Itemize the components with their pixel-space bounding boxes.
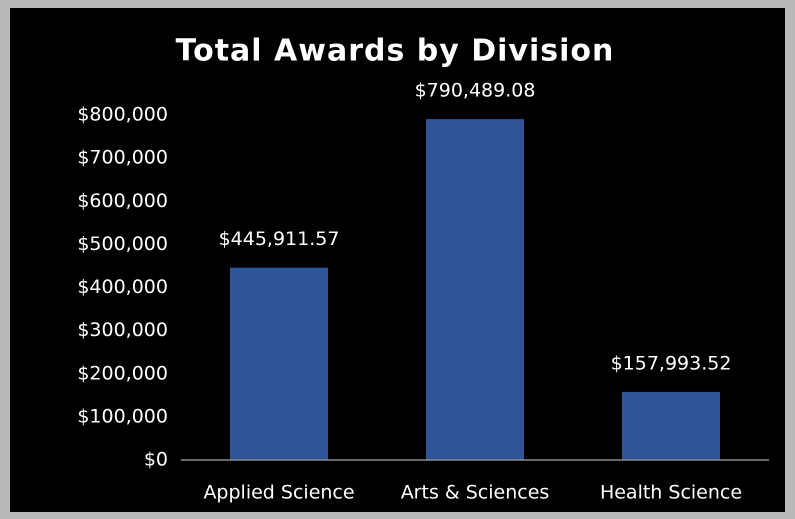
value-label: $790,489.08 xyxy=(415,80,536,102)
x-tick-label: Arts & Sciences xyxy=(401,482,550,504)
y-tick-label: $300,000 xyxy=(77,319,168,341)
bar xyxy=(426,119,524,460)
y-tick-label: $0 xyxy=(144,449,168,471)
chart-title: Total Awards by Division xyxy=(176,34,615,69)
y-tick-label: $200,000 xyxy=(77,362,168,384)
value-label: $445,911.57 xyxy=(219,228,340,250)
x-tick-label: Health Science xyxy=(600,482,742,504)
y-tick-label: $600,000 xyxy=(77,190,168,212)
y-tick-label: $800,000 xyxy=(77,104,168,126)
value-label: $157,993.52 xyxy=(611,352,732,374)
bar xyxy=(622,391,720,460)
y-tick-label: $100,000 xyxy=(77,405,168,427)
y-tick-label: $500,000 xyxy=(77,233,168,255)
y-tick-label: $400,000 xyxy=(77,276,168,298)
bar xyxy=(230,267,328,460)
y-tick-label: $700,000 xyxy=(77,147,168,169)
x-tick-label: Applied Science xyxy=(203,482,354,504)
